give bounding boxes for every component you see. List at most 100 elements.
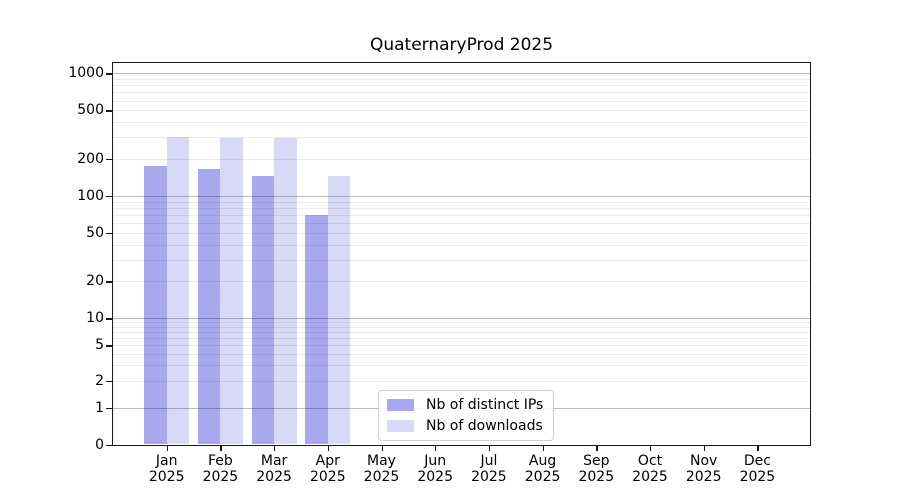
x-tick-year: 2025 (524, 468, 561, 485)
y-tick-label-10: 10 (86, 310, 104, 327)
x-tick-label-oct: Oct 2025 (622, 453, 678, 485)
x-tick-label-mar: Mar 2025 (246, 453, 302, 485)
legend-row: Nb of distinct IPs (387, 397, 543, 413)
gridline-minor-6 (113, 338, 810, 340)
x-tick-label-sep: Sep 2025 (568, 453, 624, 485)
bar-nb-of-distinct-ips-mar (251, 176, 275, 445)
y-tick-label-50: 50 (86, 224, 104, 241)
y-tick-mark-10 (106, 318, 113, 320)
gridline-minor-40 (113, 244, 810, 246)
x-tick-mark-jan (166, 444, 168, 451)
x-tick-label-aug: Aug 2025 (515, 453, 571, 485)
gridline-minor-2 (113, 380, 810, 382)
gridline-minor-4 (113, 353, 810, 355)
x-tick-mark-feb (220, 444, 222, 451)
legend-row: Nb of downloads (387, 418, 543, 434)
bar-nb-of-distinct-ips-feb (197, 169, 221, 445)
x-tick-year: 2025 (417, 468, 453, 485)
x-tick-year: 2025 (739, 468, 776, 485)
gridline-minor-600 (113, 100, 810, 102)
y-tick-mark-1000 (106, 73, 113, 75)
bar-nb-of-distinct-ips-apr (305, 214, 328, 445)
y-tick-mark-100 (106, 196, 113, 198)
legend: Nb of distinct IPs Nb of downloads (378, 390, 555, 441)
x-tick-month: Aug (528, 452, 557, 469)
gridline-minor-5 (113, 345, 810, 347)
gridline-minor-900 (113, 78, 810, 80)
bar-nb-of-downloads-mar (274, 138, 297, 445)
legend-label: Nb of downloads (426, 418, 543, 434)
gridline-minor-20 (113, 281, 810, 283)
bar-nb-of-downloads-feb (220, 138, 243, 445)
x-tick-mark-aug (542, 444, 544, 451)
x-tick-mark-mar (274, 444, 276, 451)
y-tick-mark-200 (106, 159, 113, 161)
x-tick-label-jun: Jun 2025 (407, 453, 463, 485)
legend-label: Nb of distinct IPs (426, 397, 544, 413)
gridline-minor-9 (113, 322, 810, 324)
y-tick-mark-2 (106, 380, 113, 383)
y-tick-mark-500 (106, 110, 113, 112)
y-tick-label-1: 1 (95, 399, 104, 416)
x-tick-month: Jun (424, 452, 447, 469)
x-tick-label-may: May 2025 (354, 453, 410, 485)
x-tick-label-jul: Jul 2025 (461, 453, 517, 485)
gridline-minor-80 (113, 207, 810, 209)
gridline-major-10 (113, 318, 810, 320)
x-tick-month: Apr (315, 452, 340, 469)
legend-swatch (387, 420, 414, 432)
gridline-major-1000 (113, 73, 810, 75)
x-tick-year: 2025 (471, 468, 507, 485)
gridline-minor-3 (113, 365, 810, 367)
x-tick-mark-oct (650, 444, 652, 451)
bar-nb-of-downloads-apr (327, 176, 351, 445)
y-tick-label-2: 2 (95, 372, 104, 389)
y-tick-mark-5 (106, 345, 113, 347)
y-tick-label-200: 200 (77, 151, 104, 168)
gridline-minor-90 (113, 201, 810, 203)
x-tick-mark-jun (435, 444, 437, 451)
x-tick-mark-may (381, 444, 383, 451)
x-tick-year: 2025 (148, 468, 185, 485)
x-tick-month: Feb (207, 452, 233, 469)
x-tick-month: Mar (260, 452, 288, 469)
x-tick-label-nov: Nov 2025 (676, 453, 732, 485)
x-tick-mark-nov (703, 444, 705, 451)
x-tick-label-dec: Dec 2025 (729, 453, 785, 485)
x-tick-month: Dec (743, 452, 771, 469)
x-tick-label-feb: Feb 2025 (192, 453, 248, 485)
gridline-minor-800 (113, 85, 810, 87)
x-tick-year: 2025 (632, 468, 668, 485)
gridline-minor-200 (113, 159, 810, 161)
plot-area (112, 62, 811, 446)
x-tick-year: 2025 (578, 468, 615, 485)
gridline-minor-60 (113, 223, 810, 225)
x-tick-mark-dec (757, 444, 759, 451)
x-tick-month: May (367, 452, 396, 469)
gridline-major-100 (113, 196, 810, 197)
gridline-minor-500 (113, 110, 810, 112)
chart-title: QuaternaryProd 2025 (369, 35, 554, 55)
bar-nb-of-distinct-ips-jan (144, 166, 167, 445)
x-tick-month: Nov (690, 452, 718, 469)
y-tick-mark-50 (106, 232, 113, 235)
x-tick-mark-jul (488, 444, 491, 451)
x-tick-year: 2025 (256, 468, 292, 485)
y-tick-label-5: 5 (95, 337, 104, 354)
x-tick-month: Jan (155, 452, 178, 469)
gridline-minor-700 (113, 92, 810, 94)
y-tick-label-1000: 1000 (68, 65, 104, 82)
x-tick-year: 2025 (685, 468, 722, 485)
x-tick-year: 2025 (363, 468, 400, 485)
bar-nb-of-downloads-jan (166, 137, 190, 445)
x-tick-month: Jul (480, 452, 498, 469)
gridline-minor-300 (113, 137, 810, 139)
gridline-minor-50 (113, 232, 810, 234)
gridline-minor-8 (113, 326, 810, 328)
x-tick-month: Oct (637, 452, 663, 469)
legend-swatch (387, 399, 414, 411)
x-tick-year: 2025 (309, 468, 346, 485)
x-tick-mark-sep (596, 444, 598, 451)
gridline-minor-70 (113, 214, 810, 216)
